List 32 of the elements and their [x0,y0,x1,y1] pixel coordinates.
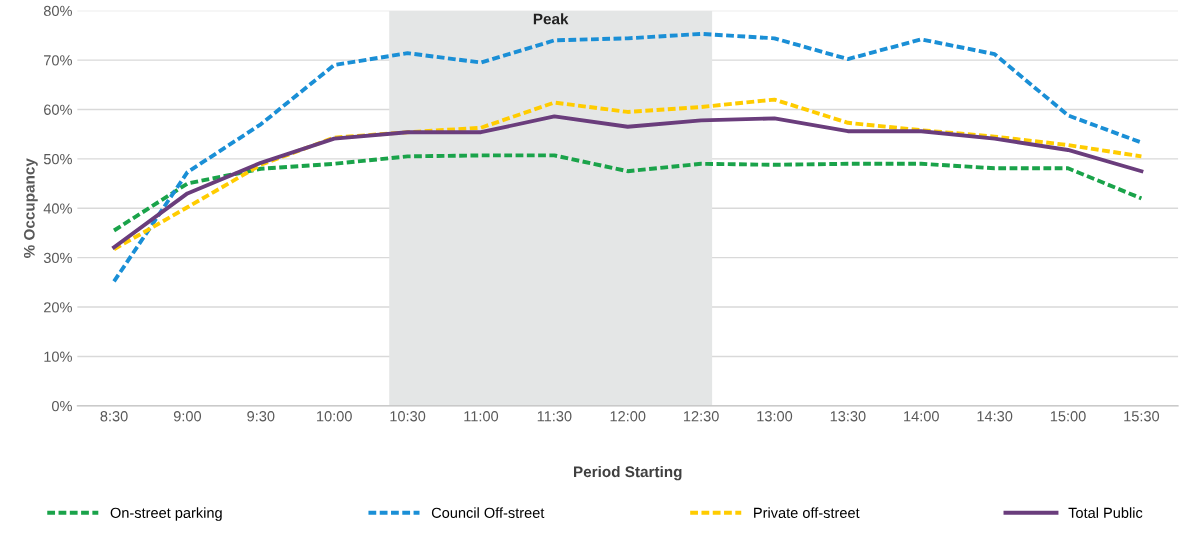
legend-label: Private off-street [754,507,860,518]
x-tick-label: 8:30 [100,411,128,422]
x-tick-label: 10:00 [317,411,352,422]
y-tick-label: 30% [43,252,72,264]
x-tick-label: 13:30 [830,411,866,422]
legend-label: Total Public [1068,507,1143,518]
x-tick-label: 10:30 [390,411,426,422]
band-label: Peak [533,13,569,25]
y-tick-label: 10% [44,351,72,362]
x-tick-label: 9:30 [247,411,275,422]
legend-label: Council Off-street [431,507,545,518]
x-tick-label: 15:30 [1124,411,1160,422]
y-axis-title: % Occupancy [23,158,38,258]
y-tick-label: 80% [43,5,72,17]
y-tick-label: 0% [51,400,72,412]
x-tick-label: 15:00 [1050,411,1086,422]
legend-label: On-street parking [110,507,222,521]
line-series [112,153,1144,233]
x-tick-label: 14:00 [904,411,939,422]
y-tick-label: 20% [44,302,72,313]
x-tick-label: 9:00 [173,411,202,422]
x-tick-label: 13:00 [757,411,793,422]
x-tick-label: 11:30 [537,411,572,422]
y-tick-label: 40% [43,203,72,214]
x-tick-label: 11:00 [464,411,499,422]
x-tick-label: 12:00 [610,411,646,422]
y-tick-label: 70% [44,55,72,66]
x-tick-label: 12:30 [683,411,719,422]
y-tick-label: 50% [43,153,72,165]
x-axis-title: Period Starting [574,465,682,481]
y-tick-label: 60% [44,104,72,115]
x-tick-label: 14:30 [977,411,1013,422]
